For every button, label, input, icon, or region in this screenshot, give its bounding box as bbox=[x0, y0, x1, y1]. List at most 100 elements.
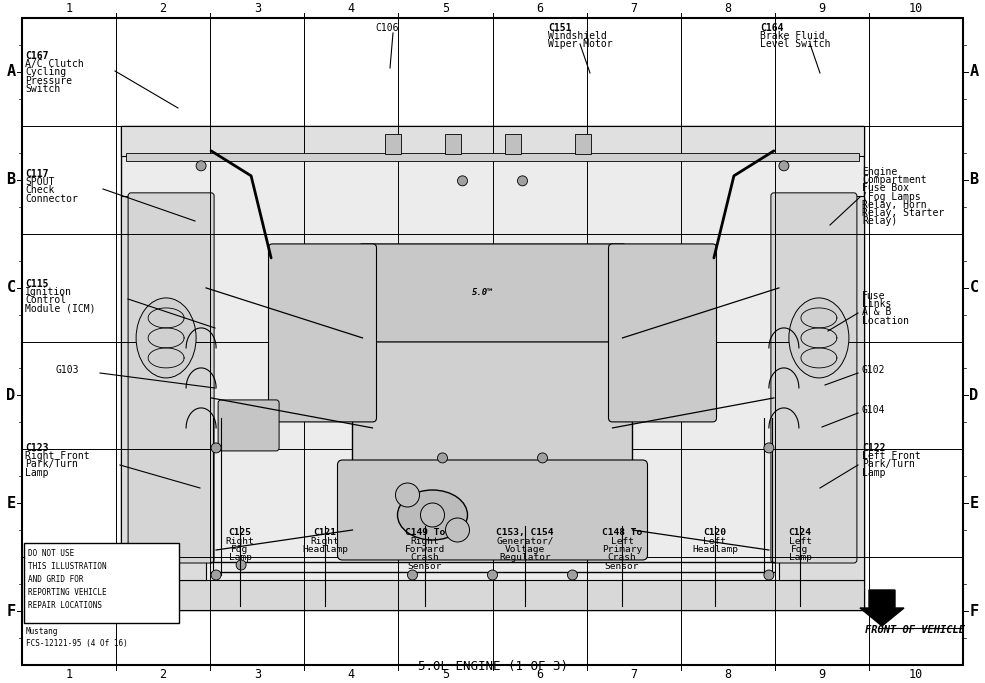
Text: 7: 7 bbox=[630, 667, 637, 680]
Text: DO NOT USE: DO NOT USE bbox=[28, 549, 74, 558]
Text: 9: 9 bbox=[819, 667, 825, 680]
Text: Engine: Engine bbox=[862, 167, 897, 177]
Text: Relay): Relay) bbox=[862, 217, 897, 226]
Text: 2: 2 bbox=[160, 3, 166, 16]
Bar bbox=[121, 126, 864, 156]
Text: Lamp: Lamp bbox=[25, 468, 48, 477]
Text: FCS-12121-95 (4 Of 16): FCS-12121-95 (4 Of 16) bbox=[26, 639, 128, 648]
Text: Voltage: Voltage bbox=[505, 545, 545, 554]
Text: Mustang: Mustang bbox=[26, 627, 58, 636]
Text: D: D bbox=[969, 388, 978, 403]
Text: Left: Left bbox=[611, 537, 633, 546]
Circle shape bbox=[488, 570, 497, 580]
Circle shape bbox=[396, 483, 420, 507]
Ellipse shape bbox=[398, 490, 468, 540]
Circle shape bbox=[211, 570, 221, 580]
Circle shape bbox=[764, 443, 774, 453]
Text: Crash: Crash bbox=[411, 553, 439, 563]
Text: 6: 6 bbox=[536, 3, 543, 16]
Text: F: F bbox=[969, 604, 978, 619]
Text: 3: 3 bbox=[254, 3, 261, 16]
Text: 4: 4 bbox=[348, 3, 355, 16]
Bar bbox=[504, 134, 520, 154]
Text: C153, C154: C153, C154 bbox=[496, 528, 554, 537]
Text: Wiper Motor: Wiper Motor bbox=[548, 40, 613, 49]
Text: Brake Fluid: Brake Fluid bbox=[760, 31, 824, 41]
Text: C121: C121 bbox=[313, 528, 337, 537]
Text: Check: Check bbox=[25, 185, 54, 195]
Text: Right: Right bbox=[310, 537, 340, 546]
FancyBboxPatch shape bbox=[353, 283, 632, 493]
Bar bbox=[574, 134, 590, 154]
Text: Park/Turn: Park/Turn bbox=[25, 460, 78, 469]
Circle shape bbox=[211, 443, 221, 453]
Text: Pressure: Pressure bbox=[25, 76, 72, 85]
Text: Forward: Forward bbox=[405, 545, 445, 554]
Text: A/C Clutch: A/C Clutch bbox=[25, 59, 84, 69]
Text: 5: 5 bbox=[442, 3, 449, 16]
Text: C167: C167 bbox=[25, 51, 48, 61]
Text: Headlamp: Headlamp bbox=[692, 545, 738, 554]
Text: Links: Links bbox=[862, 299, 891, 309]
FancyBboxPatch shape bbox=[359, 244, 626, 342]
Text: C148 To: C148 To bbox=[602, 528, 642, 537]
Text: 2: 2 bbox=[160, 667, 166, 680]
Text: Right: Right bbox=[411, 537, 439, 546]
Bar bbox=[121, 196, 206, 580]
Circle shape bbox=[517, 176, 528, 186]
Circle shape bbox=[421, 503, 444, 527]
Text: C123: C123 bbox=[25, 443, 48, 453]
Text: Module (ICM): Module (ICM) bbox=[25, 304, 96, 313]
Text: Left: Left bbox=[703, 537, 727, 546]
Text: Generator/: Generator/ bbox=[496, 537, 554, 546]
Text: 1: 1 bbox=[65, 3, 73, 16]
Text: B: B bbox=[969, 172, 978, 187]
Text: C122: C122 bbox=[862, 443, 886, 453]
Circle shape bbox=[538, 453, 548, 463]
Text: Fog: Fog bbox=[791, 545, 809, 554]
Text: Right Front: Right Front bbox=[25, 451, 90, 461]
Ellipse shape bbox=[136, 298, 196, 378]
Text: Lamp: Lamp bbox=[229, 553, 251, 563]
Text: 10: 10 bbox=[909, 3, 923, 16]
Text: E: E bbox=[969, 496, 978, 511]
Text: Crash: Crash bbox=[608, 553, 636, 563]
Text: REPORTING VEHICLE: REPORTING VEHICLE bbox=[28, 588, 106, 597]
Text: 5: 5 bbox=[442, 667, 449, 680]
Text: Ignition: Ignition bbox=[25, 288, 72, 297]
Text: REPAIR LOCATIONS: REPAIR LOCATIONS bbox=[28, 601, 102, 610]
Text: 9: 9 bbox=[819, 3, 825, 16]
Text: Sensor: Sensor bbox=[605, 562, 639, 571]
Text: 6: 6 bbox=[536, 667, 543, 680]
Text: Fuse Box: Fuse Box bbox=[862, 184, 909, 193]
Text: A & B: A & B bbox=[862, 307, 891, 318]
Text: Relay, Horn: Relay, Horn bbox=[862, 200, 927, 210]
Text: C106: C106 bbox=[375, 23, 399, 33]
Text: Compartment: Compartment bbox=[862, 176, 927, 185]
Text: G103: G103 bbox=[55, 365, 79, 375]
Text: Control: Control bbox=[25, 296, 66, 305]
Text: Fuse: Fuse bbox=[862, 291, 886, 301]
Text: FRONT OF VEHICLE: FRONT OF VEHICLE bbox=[865, 625, 965, 635]
Text: C125: C125 bbox=[229, 528, 251, 537]
Text: Connector: Connector bbox=[25, 194, 78, 204]
Circle shape bbox=[437, 453, 447, 463]
Text: 5.0™: 5.0™ bbox=[472, 288, 493, 297]
Text: (Fog Lamps: (Fog Lamps bbox=[862, 192, 921, 201]
Text: A: A bbox=[969, 64, 978, 79]
FancyBboxPatch shape bbox=[218, 400, 279, 451]
Circle shape bbox=[764, 570, 774, 580]
Text: Lamp: Lamp bbox=[862, 468, 886, 477]
Text: Right: Right bbox=[226, 537, 254, 546]
Circle shape bbox=[445, 518, 470, 542]
Circle shape bbox=[196, 161, 206, 171]
Text: E: E bbox=[7, 496, 16, 511]
Text: Sensor: Sensor bbox=[408, 562, 442, 571]
Text: 4: 4 bbox=[348, 667, 355, 680]
Text: 10: 10 bbox=[909, 667, 923, 680]
Text: Level Switch: Level Switch bbox=[760, 40, 830, 49]
Text: C117: C117 bbox=[25, 169, 48, 179]
Bar bbox=[779, 196, 864, 580]
Text: C: C bbox=[7, 280, 16, 295]
Text: 7: 7 bbox=[630, 3, 637, 16]
